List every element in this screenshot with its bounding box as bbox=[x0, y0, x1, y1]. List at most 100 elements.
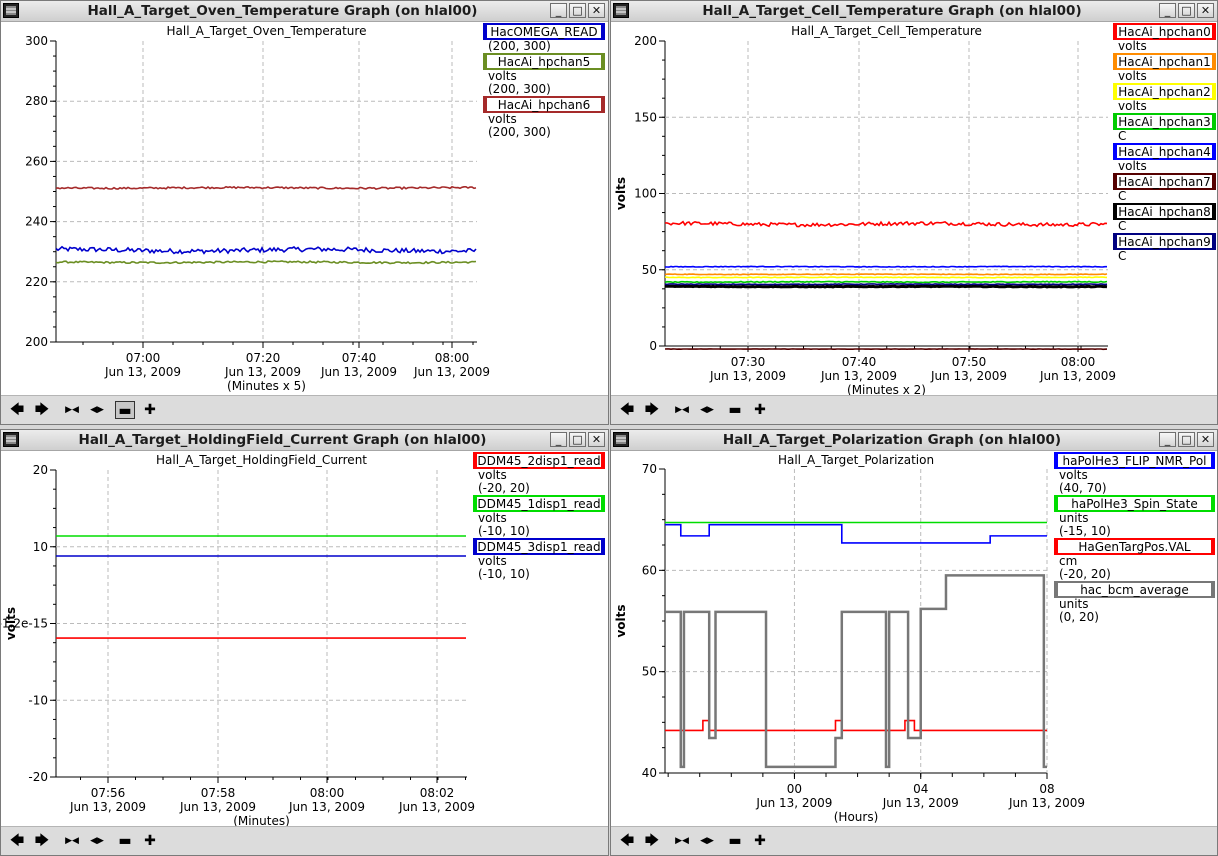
legend-entry[interactable]: hac_bcm_average bbox=[1054, 581, 1215, 598]
series-line bbox=[55, 260, 477, 265]
add-pv-button[interactable]: ✚ bbox=[144, 402, 156, 418]
close-button[interactable]: ✕ bbox=[588, 432, 605, 447]
scroll-left-button[interactable]: 🡄 bbox=[9, 402, 25, 418]
maximize-button[interactable]: □ bbox=[1178, 3, 1195, 18]
x-tick-label-date: Jun 13, 2009 bbox=[224, 365, 301, 379]
legend-label: HacAi_hpchan5 bbox=[498, 55, 591, 69]
zoom-in-x-button[interactable]: ▶◀ bbox=[65, 836, 79, 846]
scroll-right-button[interactable]: 🡆 bbox=[644, 402, 660, 418]
x-axis-unit-label: (Minutes x 5) bbox=[227, 379, 306, 393]
cell-temperature-window: Hall_A_Target_Cell_Temperature Graph (on… bbox=[610, 0, 1218, 425]
legend-entry[interactable]: DDM45_3disp1_read bbox=[473, 538, 605, 555]
x-tick-label-date: Jun 13, 2009 bbox=[755, 796, 832, 810]
scroll-left-button[interactable]: 🡄 bbox=[9, 833, 25, 849]
autoscale-button[interactable]: ▬ bbox=[115, 401, 135, 419]
chart[interactable]: Hall_A_Target_HoldingField_Current 20 10 -1… bbox=[1, 451, 608, 828]
minimize-button[interactable]: _ bbox=[1159, 432, 1176, 447]
legend-entry[interactable]: HaGenTargPos.VAL bbox=[1054, 538, 1215, 555]
y-tick-label: 60 bbox=[642, 563, 657, 577]
x-tick-label-date: Jun 13, 2009 bbox=[1039, 369, 1116, 383]
chart[interactable]: Hall_A_Target_Cell_Temperature 200 150 100 5… bbox=[611, 22, 1217, 397]
chart[interactable]: Hall_A_Target_Polarization 70 60 50 40 volts 0… bbox=[611, 451, 1217, 828]
zoom-out-x-button[interactable]: ◀▶ bbox=[90, 405, 104, 415]
legend-entry[interactable]: HacAi_hpchan3 bbox=[1113, 113, 1216, 130]
maximize-button[interactable]: □ bbox=[1178, 432, 1195, 447]
legend-entry[interactable]: HacAi_hpchan8 bbox=[1113, 203, 1216, 220]
scroll-right-button[interactable]: 🡆 bbox=[34, 833, 50, 849]
plot-area[interactable]: Hall_A_Target_Cell_Temperature 200 150 100 5… bbox=[611, 22, 1217, 397]
app-icon[interactable] bbox=[3, 432, 19, 447]
legend-unit: C bbox=[1118, 189, 1126, 203]
zoom-out-x-button[interactable]: ◀▶ bbox=[700, 405, 714, 415]
zoom-out-x-button[interactable]: ◀▶ bbox=[90, 836, 104, 846]
y-tick-label: 240 bbox=[25, 215, 48, 229]
x-tick-label-time: 04 bbox=[913, 782, 928, 796]
x-tick-label-time: 08:02 bbox=[420, 786, 455, 800]
plot-title: Hall_A_Target_Cell_Temperature bbox=[791, 24, 982, 38]
app-icon[interactable] bbox=[613, 3, 629, 18]
zoom-in-x-button[interactable]: ▶◀ bbox=[675, 836, 689, 846]
legend-entry[interactable]: HacOMEGA_READ bbox=[483, 23, 605, 40]
legend-label: DDM45_1disp1_read bbox=[477, 497, 600, 511]
window-titlebar[interactable]: Hall_A_Target_Polarization Graph (on hla… bbox=[611, 430, 1217, 451]
legend-range: (-20, 20) bbox=[478, 481, 530, 495]
legend-label: HacAi_hpchan9 bbox=[1118, 235, 1211, 249]
close-button[interactable]: ✕ bbox=[588, 3, 605, 18]
legend-entry[interactable]: HacAi_hpchan5 bbox=[483, 53, 605, 70]
legend-entry[interactable]: haPolHe3_Spin_State bbox=[1054, 495, 1215, 512]
minimize-button[interactable]: _ bbox=[550, 432, 567, 447]
minimize-button[interactable]: _ bbox=[1159, 3, 1176, 18]
add-pv-button[interactable]: ✚ bbox=[144, 833, 156, 849]
legend-unit: volts bbox=[488, 69, 517, 83]
legend-label: HacAi_hpchan1 bbox=[1118, 55, 1211, 69]
legend-entry[interactable]: HacAi_hpchan0 bbox=[1113, 23, 1216, 40]
legend-entry[interactable]: HacAi_hpchan1 bbox=[1113, 53, 1216, 70]
legend-entry[interactable]: HacAi_hpchan9 bbox=[1113, 233, 1216, 250]
window-titlebar[interactable]: Hall_A_Target_Oven_Temperature Graph (on… bbox=[1, 1, 608, 22]
legend-entry[interactable]: HacAi_hpchan2 bbox=[1113, 83, 1216, 100]
zoom-in-x-button[interactable]: ▶◀ bbox=[675, 405, 689, 415]
autoscale-button[interactable]: ▬ bbox=[728, 402, 742, 418]
legend-entry[interactable]: haPolHe3_FLIP_NMR_Pol bbox=[1054, 452, 1215, 469]
y-tick-label: 200 bbox=[634, 34, 657, 48]
legend-entry[interactable]: HacAi_hpchan6 bbox=[483, 96, 605, 113]
maximize-button[interactable]: □ bbox=[569, 3, 586, 18]
window-titlebar[interactable]: Hall_A_Target_HoldingField_Current Graph… bbox=[1, 430, 608, 451]
series-line bbox=[664, 265, 1107, 268]
scroll-right-button[interactable]: 🡆 bbox=[644, 833, 660, 849]
y-tick-label: 40 bbox=[642, 766, 657, 780]
scroll-right-button[interactable]: 🡆 bbox=[34, 402, 50, 418]
plot-area[interactable]: Hall_A_Target_HoldingField_Current 20 10 -1… bbox=[1, 451, 608, 828]
legend-entry[interactable]: DDM45_2disp1_read bbox=[473, 452, 605, 469]
graph-toolbar: 🡄 🡆 ▶◀ ◀▶ ▬ ✚ bbox=[1, 826, 608, 855]
app-icon[interactable] bbox=[3, 3, 19, 18]
zoom-in-x-button[interactable]: ▶◀ bbox=[65, 405, 79, 415]
legend-label: HacOMEGA_READ bbox=[490, 25, 597, 39]
legend-label: HacAi_hpchan0 bbox=[1118, 25, 1211, 39]
add-pv-button[interactable]: ✚ bbox=[754, 402, 766, 418]
close-button[interactable]: ✕ bbox=[1197, 432, 1214, 447]
autoscale-button[interactable]: ▬ bbox=[728, 833, 742, 849]
zoom-out-x-button[interactable]: ◀▶ bbox=[700, 836, 714, 846]
x-tick-label-date: Jun 13, 2009 bbox=[288, 800, 365, 814]
chart[interactable]: Hall_A_Target_Oven_Temperature 300 280 260 2… bbox=[1, 22, 608, 397]
minimize-button[interactable]: _ bbox=[550, 3, 567, 18]
legend-entry[interactable]: HacAi_hpchan4 bbox=[1113, 143, 1216, 160]
scroll-left-button[interactable]: 🡄 bbox=[619, 402, 635, 418]
app-icon[interactable] bbox=[613, 432, 629, 447]
window-titlebar[interactable]: Hall_A_Target_Cell_Temperature Graph (on… bbox=[611, 1, 1217, 22]
legend-entry[interactable]: DDM45_1disp1_read bbox=[473, 495, 605, 512]
x-axis-unit-label: (Minutes) bbox=[233, 814, 290, 828]
add-pv-button[interactable]: ✚ bbox=[754, 833, 766, 849]
scroll-left-button[interactable]: 🡄 bbox=[619, 833, 635, 849]
plot-area[interactable]: Hall_A_Target_Oven_Temperature 300 280 260 2… bbox=[1, 22, 608, 397]
legend-range: (-15, 10) bbox=[1059, 524, 1111, 538]
legend-entry[interactable]: HacAi_hpchan7 bbox=[1113, 173, 1216, 190]
autoscale-button[interactable]: ▬ bbox=[118, 833, 132, 849]
y-tick-label: -10 bbox=[28, 693, 48, 707]
legend-unit: volts bbox=[478, 554, 507, 568]
plot-area[interactable]: Hall_A_Target_Polarization 70 60 50 40 volts 0… bbox=[611, 451, 1217, 828]
maximize-button[interactable]: □ bbox=[569, 432, 586, 447]
close-button[interactable]: ✕ bbox=[1197, 3, 1214, 18]
legend-unit: volts bbox=[1118, 39, 1147, 53]
